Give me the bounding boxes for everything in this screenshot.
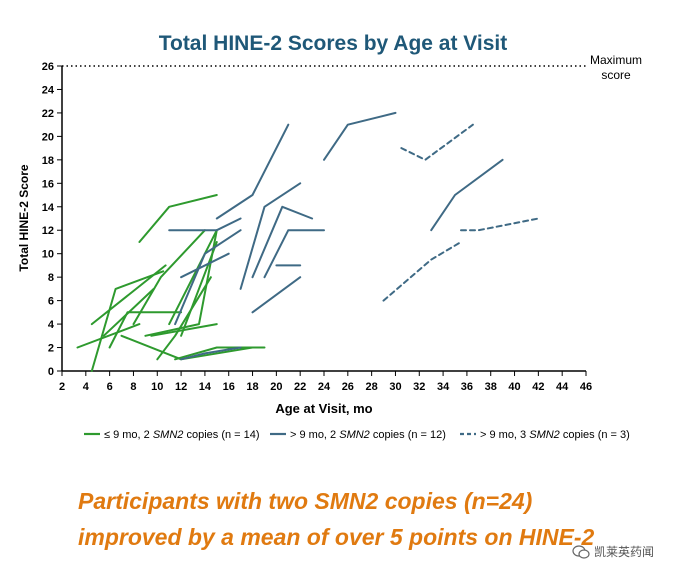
series-line-group-2 <box>323 111 397 161</box>
x-tick-label: 34 <box>437 381 450 393</box>
legend-label-1: ≤ 9 mo, 2 SMN2 copies (n = 14) <box>104 429 260 441</box>
y-tick-label: 4 <box>48 319 55 331</box>
x-tick-label: 16 <box>223 381 235 393</box>
series-line-group-1 <box>174 346 266 361</box>
legend: ≤ 9 mo, 2 SMN2 copies (n = 14) > 9 mo, 2 … <box>84 429 630 441</box>
y-tick-label: 18 <box>42 155 54 167</box>
x-tick-label: 32 <box>413 381 425 393</box>
series-line-group-2 <box>239 182 302 290</box>
legend-label-2: > 9 mo, 2 SMN2 copies (n = 12) <box>290 429 446 441</box>
series-line-group-2 <box>251 276 302 314</box>
x-tick-label: 10 <box>151 381 163 393</box>
series-line-group-1 <box>138 194 218 243</box>
x-tick-label: 40 <box>508 381 520 393</box>
y-axis-label: Total HINE-2 Score <box>17 164 31 271</box>
watermark: 凯莱英药闻 <box>572 543 654 560</box>
caption-line-1: Participants with two SMN2 copies (n=24) <box>78 488 533 514</box>
x-tick-label: 42 <box>532 381 544 393</box>
x-tick-label: 30 <box>389 381 401 393</box>
chart-title: Total HINE-2 Scores by Age at Visit <box>159 32 508 55</box>
x-tick-label: 8 <box>130 381 136 393</box>
y-tick-label: 24 <box>42 84 55 96</box>
series-line-group-2 <box>215 123 290 220</box>
y-tick-label: 26 <box>42 61 54 73</box>
series-line-group-2 <box>180 252 230 279</box>
series-line-group-2 <box>251 205 314 279</box>
y-tick-label: 20 <box>42 131 54 143</box>
series-line-group-2 <box>430 158 504 232</box>
y-tick-label: 16 <box>42 178 54 190</box>
y-tick-label: 6 <box>48 296 54 308</box>
x-tick-label: 46 <box>580 381 592 393</box>
series-line-group-3 <box>400 123 474 161</box>
x-axis-label: Age at Visit, mo <box>275 401 372 416</box>
y-tick-label: 0 <box>48 366 54 378</box>
x-tick-label: 18 <box>246 381 258 393</box>
hine2-chart: Total HINE-2 Scores by Age at Visit Tota… <box>17 32 642 441</box>
series-line-group-1 <box>156 276 212 361</box>
x-tick-label: 22 <box>294 381 306 393</box>
plot-lines-group <box>76 111 540 372</box>
series-line-group-1 <box>180 241 218 337</box>
series-line-group-2 <box>263 229 325 279</box>
series-line-group-2 <box>174 229 242 326</box>
legend-label-3: > 9 mo, 3 SMN2 copies (n = 3) <box>480 429 630 441</box>
series-line-group-1 <box>132 229 206 326</box>
series-line-group-1 <box>150 323 218 337</box>
series-line-group-1 <box>90 270 165 372</box>
watermark-text: 凯莱英药闻 <box>594 545 655 559</box>
max-score-label-line1: Maximum <box>590 53 642 67</box>
y-tick-label: 2 <box>48 343 54 355</box>
x-tick-label: 26 <box>342 381 354 393</box>
x-tick-label: 24 <box>318 381 331 393</box>
x-tick-label: 28 <box>366 381 378 393</box>
y-tick-label: 22 <box>42 108 54 120</box>
x-tick-label: 14 <box>199 381 212 393</box>
y-tick-label: 8 <box>48 272 54 284</box>
x-tick-label: 6 <box>107 381 113 393</box>
series-line-group-1 <box>144 229 218 337</box>
max-score-label-line2: score <box>601 68 631 82</box>
series-line-group-2 <box>168 217 242 232</box>
x-tick-label: 20 <box>270 381 282 393</box>
series-line-group-3 <box>382 241 462 302</box>
y-tick-label: 10 <box>42 249 54 261</box>
y-tick-label: 12 <box>42 225 54 237</box>
wechat-icon <box>572 544 590 559</box>
x-tick-label: 2 <box>59 381 65 393</box>
x-tick-label: 36 <box>461 381 473 393</box>
x-tick-label: 4 <box>83 381 90 393</box>
series-line-group-1 <box>168 229 218 326</box>
series-line-group-1 <box>108 311 183 349</box>
y-tick-label: 14 <box>42 202 55 214</box>
caption-line-2: improved by a mean of over 5 points on H… <box>78 524 595 550</box>
series-line-group-1 <box>76 323 141 349</box>
x-tick-label: 12 <box>175 381 187 393</box>
series-line-group-3 <box>460 217 540 232</box>
x-tick-label: 38 <box>485 381 497 393</box>
x-tick-label: 44 <box>556 381 569 393</box>
series-line-group-2 <box>180 346 242 361</box>
